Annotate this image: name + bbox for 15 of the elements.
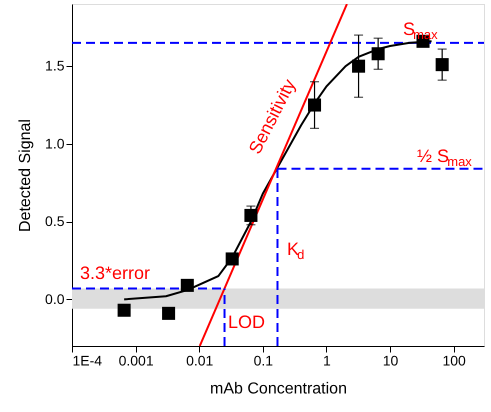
x-tick-label: 100 (442, 352, 466, 368)
x-tick-label: 1E-4 (72, 352, 102, 368)
y-axis-title: Detected Signal (17, 119, 34, 232)
y-tick-label: 0.0 (45, 290, 65, 307)
x-tick-label: 0.1 (254, 352, 274, 368)
x-tick-label: 10 (382, 352, 399, 368)
x-tick-label: 0.001 (118, 352, 154, 368)
x-tick-label: 1 (323, 352, 332, 368)
x-axis-title: mAb Concentration (210, 380, 347, 398)
x-tick-label: 0.01 (186, 352, 214, 368)
annotation: LOD (228, 312, 266, 332)
y-tick-label: 1.5 (45, 58, 65, 74)
y-tick-label: 1.0 (45, 135, 65, 152)
annotation: 3.3*error (80, 263, 150, 283)
y-tick-label: 0.5 (45, 213, 65, 230)
